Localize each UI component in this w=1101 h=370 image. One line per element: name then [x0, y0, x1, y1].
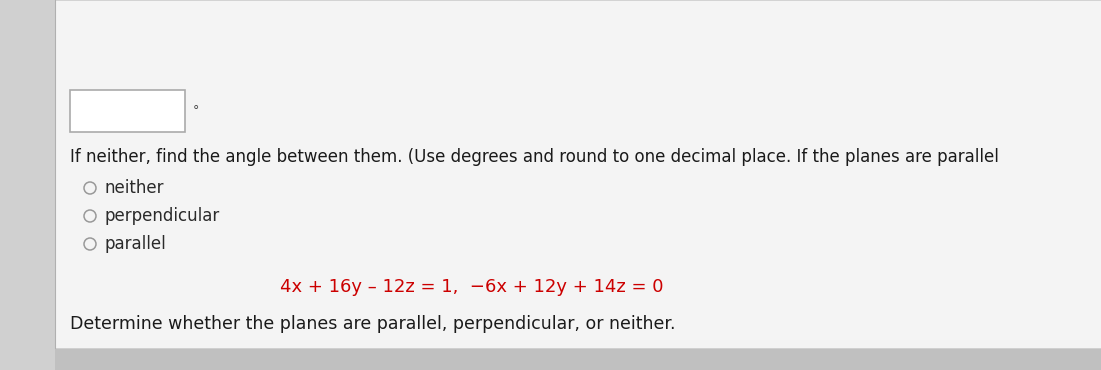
- Bar: [70, 90, 185, 132]
- Text: neither: neither: [103, 179, 164, 197]
- Bar: [0, 0, 55, 370]
- Text: 4x + 16y – 12z = 1,  −6x + 12y + 14z = 0: 4x + 16y – 12z = 1, −6x + 12y + 14z = 0: [280, 278, 664, 296]
- Text: °: °: [193, 104, 199, 118]
- Text: Determine whether the planes are parallel, perpendicular, or neither.: Determine whether the planes are paralle…: [70, 315, 676, 333]
- Text: If neither, find the angle between them. (Use degrees and round to one decimal p: If neither, find the angle between them.…: [70, 148, 999, 166]
- Bar: [0, 345, 1101, 370]
- Text: parallel: parallel: [103, 235, 166, 253]
- Text: perpendicular: perpendicular: [103, 207, 219, 225]
